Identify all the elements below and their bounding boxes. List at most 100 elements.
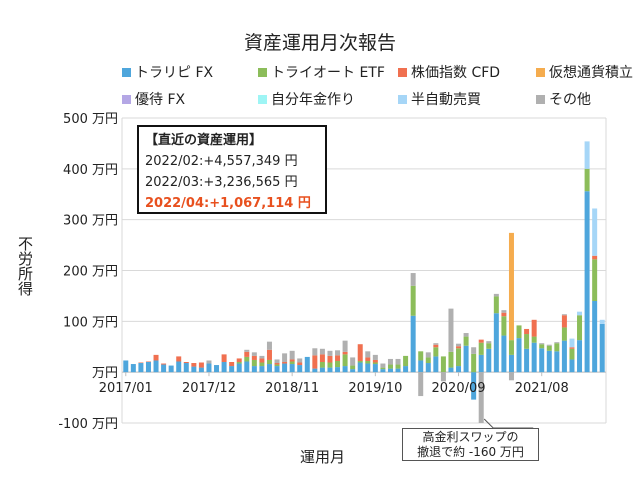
bar-segment: [410, 273, 416, 286]
bar-segment: [433, 344, 439, 348]
bar-segment: [418, 360, 424, 373]
bar-segment: [266, 359, 272, 365]
bar-segment: [599, 319, 605, 324]
bar-segment: [372, 364, 378, 373]
bar-segment: [440, 372, 446, 382]
legend-label: 株価指数 CFD: [411, 65, 501, 81]
legend-label: 自分年金作り: [271, 92, 355, 108]
bar-segment: [282, 362, 288, 364]
legend-swatch: [398, 67, 407, 77]
y-tick-label: 400 万円: [63, 163, 118, 178]
bar-segment: [501, 312, 507, 317]
legend-item: 優待 FX: [122, 89, 258, 109]
bar-segment: [448, 351, 454, 368]
bar-segment: [516, 325, 522, 339]
bar-segment: [229, 362, 235, 367]
bar-segment: [456, 366, 462, 373]
bar-segment: [561, 327, 567, 341]
legend-label: トラリピ FX: [135, 65, 214, 81]
bar-segment: [229, 366, 235, 373]
bar-segment: [304, 356, 310, 373]
bar-segment: [584, 141, 590, 169]
bar-segment: [198, 367, 204, 373]
bar-segment: [342, 351, 348, 355]
bar-segment: [471, 372, 477, 400]
bar-segment: [251, 366, 257, 373]
bar-segment: [486, 341, 492, 344]
bar-segment: [501, 316, 507, 336]
bar-segment: [274, 364, 280, 367]
bar-segment: [214, 365, 220, 373]
bar-segment: [244, 361, 250, 373]
bar-segment: [236, 358, 242, 362]
bar-segment: [236, 362, 242, 364]
bar-segment: [274, 363, 280, 365]
bar-segment: [524, 348, 530, 373]
legend-item: 株価指数 CFD: [398, 62, 536, 82]
bar-segment: [418, 372, 424, 397]
bar-segment: [372, 354, 378, 360]
bar-segment: [508, 372, 514, 381]
y-tick-label: 200 万円: [63, 265, 118, 280]
y-tick-label: 300 万円: [63, 214, 118, 229]
bar-segment: [327, 367, 333, 373]
chart-title: 資産運用月次報告: [243, 32, 396, 54]
bar-segment: [546, 345, 552, 351]
bar-segment: [327, 362, 333, 368]
bar-segment: [577, 311, 583, 316]
bar-segment: [577, 315, 583, 341]
bar-segment: [342, 366, 348, 373]
bar-segment: [244, 349, 250, 352]
bar-segment: [365, 360, 371, 364]
bar-segment: [531, 336, 537, 343]
bar-segment: [130, 364, 136, 373]
legend-row-2: 優待 FX 自分年金作り 半自動売買 その他: [122, 89, 640, 109]
bar-segment: [244, 356, 250, 362]
legend-item: 半自動売買: [398, 89, 536, 109]
legend-item: トラリピ FX: [122, 62, 258, 82]
recent-results-box: 【直近の資産運用】 2022/02:+4,557,349 円 2022/03:+…: [137, 125, 327, 214]
bar-segment: [539, 343, 545, 345]
bar-segment: [425, 357, 431, 364]
bar-segment: [289, 359, 295, 362]
bar-segment: [282, 353, 288, 362]
x-tick-label: 2017/01: [99, 381, 153, 396]
recent-result-2022-03: 2022/03:+3,236,565 円: [145, 175, 298, 190]
bar-segment: [123, 360, 129, 373]
bar-segment: [448, 308, 454, 352]
bar-segment: [312, 348, 318, 356]
swap-callout: 高金利スワップの 撤退で約 -160 万円: [402, 428, 539, 461]
callout-line-2: 撤退で約 -160 万円: [417, 445, 524, 459]
bar-segment: [312, 355, 318, 369]
bar-segment: [569, 348, 575, 360]
bar-segment: [372, 359, 378, 363]
bar-segment: [425, 363, 431, 373]
bar-segment: [206, 360, 212, 364]
bar-segment: [138, 362, 144, 364]
bar-segment: [493, 293, 499, 297]
bar-segment: [297, 365, 303, 373]
bar-segment: [244, 351, 250, 357]
bar-segment: [569, 338, 575, 348]
bar-segment: [456, 343, 462, 347]
y-tick-label: 100 万円: [63, 315, 118, 330]
bar-segment: [569, 347, 575, 349]
bar-segment: [599, 323, 605, 373]
bar-segment: [508, 340, 514, 355]
bar-segment: [266, 364, 272, 373]
bar-segment: [161, 364, 167, 373]
legend-item: トライオート ETF: [258, 62, 398, 82]
bar-segment: [471, 353, 477, 373]
bar-segment: [501, 310, 507, 313]
bar-segment: [251, 355, 257, 360]
bar-segment: [259, 355, 265, 359]
bar-segment: [395, 364, 401, 369]
bar-segment: [539, 344, 545, 349]
bar-segment: [561, 314, 567, 316]
bar-segment: [463, 345, 469, 373]
bar-segment: [418, 351, 424, 361]
legend-item: 仮想通貨積立: [536, 62, 640, 82]
bar-segment: [176, 356, 182, 362]
bar-segment: [342, 354, 348, 367]
bar-segment: [335, 355, 341, 361]
